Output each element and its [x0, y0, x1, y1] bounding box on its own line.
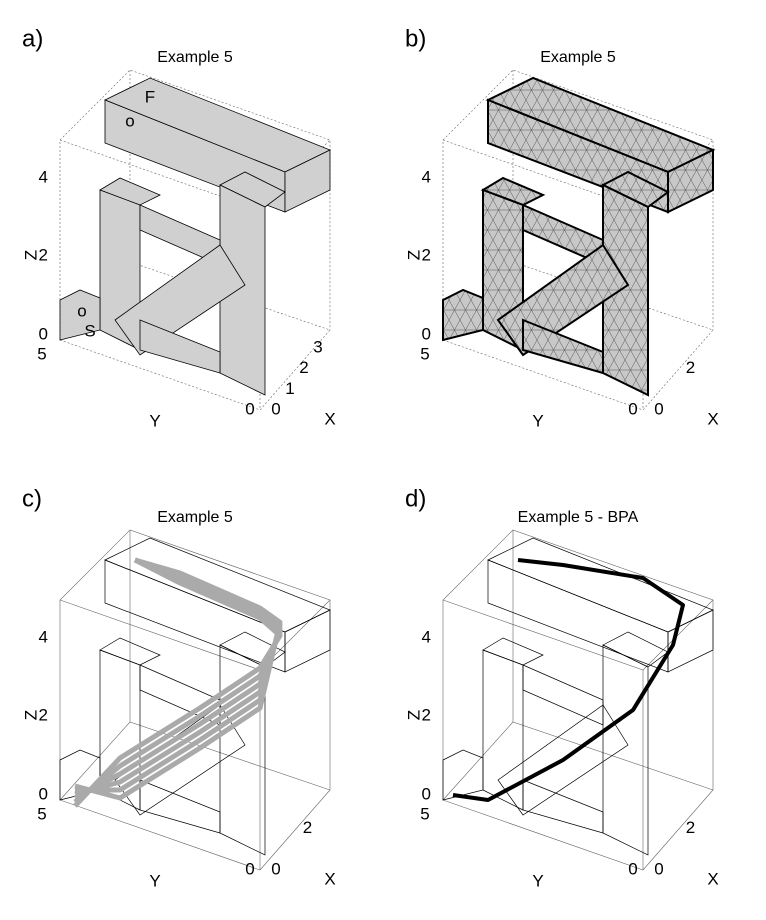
- y-tick-label: 5: [37, 344, 46, 363]
- axis-box: [60, 530, 330, 800]
- y-tick-label: 5: [420, 804, 429, 823]
- z-tick-label: 4: [39, 167, 48, 186]
- obstacle-box: [443, 750, 483, 800]
- z-tick-label: 0: [422, 784, 431, 803]
- panel-title: Example 5: [157, 509, 233, 526]
- obstacle-box: [523, 665, 603, 725]
- axis-box: [60, 600, 330, 670]
- obstacle-box: [105, 538, 330, 632]
- panel-title: Example 5 - BPA: [518, 509, 639, 526]
- x-tick-label: 2: [299, 358, 308, 377]
- y-tick-label: 0: [245, 859, 254, 878]
- x-tick-label: 1: [285, 379, 294, 398]
- path-trace: [453, 560, 683, 800]
- z-tick-label: 4: [39, 627, 48, 646]
- obstacle-box: [603, 645, 648, 855]
- annotation: o: [125, 111, 134, 130]
- x-label: X: [324, 869, 335, 888]
- z-tick-label: 0: [39, 324, 48, 343]
- z-tick-label: 4: [422, 167, 431, 186]
- x-label: X: [324, 409, 335, 428]
- z-tick-label: 0: [39, 784, 48, 803]
- obstacle-box: [443, 290, 483, 340]
- annotation: o: [77, 301, 86, 320]
- panel-label: c): [22, 485, 42, 512]
- y-tick-label: 0: [628, 399, 637, 418]
- x-tick-label: 0: [654, 399, 663, 418]
- axis-box: [443, 530, 713, 800]
- x-tick-label: 0: [654, 859, 663, 878]
- panel-title: Example 5: [157, 49, 233, 66]
- panel-label: b): [405, 25, 426, 52]
- z-tick-label: 2: [39, 245, 48, 264]
- z-tick-label: 2: [39, 705, 48, 724]
- x-tick-label: 2: [686, 818, 695, 837]
- figure: a)Example 5ZYX024500123FooSb)Example 5ZY…: [0, 0, 766, 920]
- axis-box: [443, 600, 713, 670]
- y-tick-label: 5: [420, 344, 429, 363]
- z-tick-label: 2: [422, 245, 431, 264]
- y-label: Y: [532, 411, 543, 430]
- axis-box: [443, 722, 713, 870]
- panel-label: a): [22, 25, 43, 52]
- obstacle-box: [285, 610, 330, 672]
- x-tick-label: 2: [686, 358, 695, 377]
- x-label: X: [707, 409, 718, 428]
- x-tick-label: 2: [303, 818, 312, 837]
- path-trace: [75, 560, 280, 802]
- y-tick-label: 0: [245, 399, 254, 418]
- z-tick-label: 0: [422, 324, 431, 343]
- panel-title: Example 5: [540, 49, 616, 66]
- y-label: Y: [149, 411, 160, 430]
- y-tick-label: 0: [628, 859, 637, 878]
- annotation: F: [145, 87, 155, 106]
- x-tick-label: 0: [271, 859, 280, 878]
- z-tick-label: 4: [422, 627, 431, 646]
- x-tick-label: 3: [313, 337, 322, 356]
- x-tick-label: 0: [271, 399, 280, 418]
- y-label: Y: [149, 871, 160, 890]
- x-label: X: [707, 869, 718, 888]
- z-tick-label: 2: [422, 705, 431, 724]
- y-label: Y: [532, 871, 543, 890]
- panel-label: d): [405, 485, 426, 512]
- annotation: S: [84, 321, 95, 340]
- y-tick-label: 5: [37, 804, 46, 823]
